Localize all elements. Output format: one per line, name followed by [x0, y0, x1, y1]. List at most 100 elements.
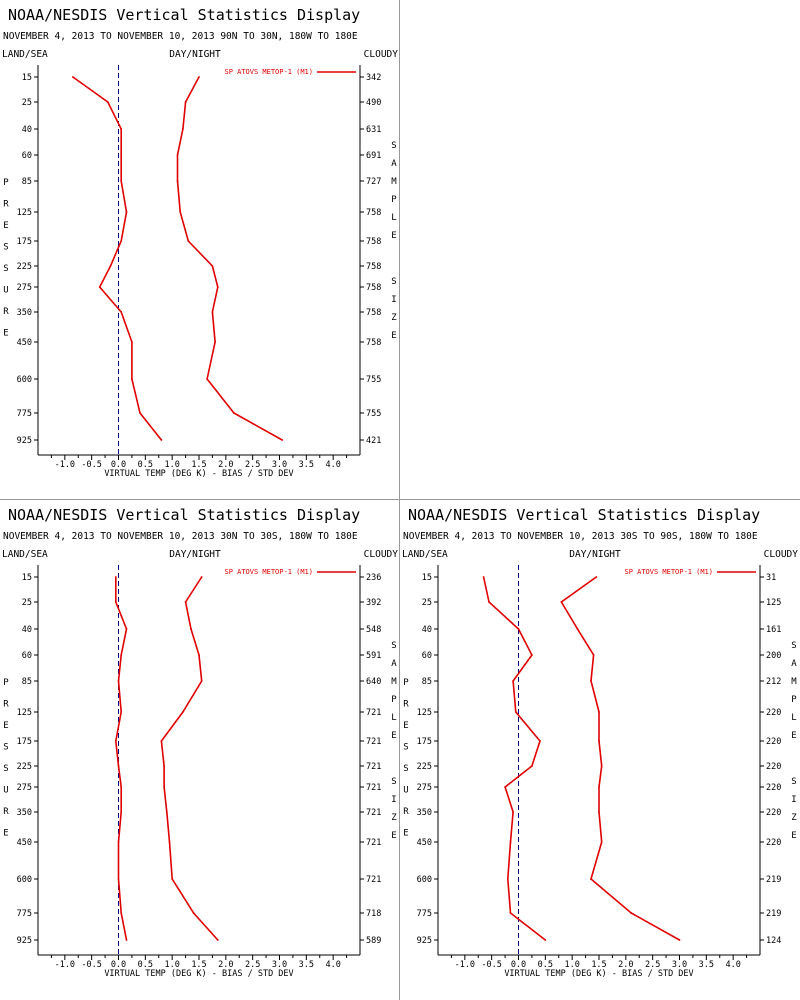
right-axis-label-letter: S [391, 777, 396, 787]
sample-size-label: 392 [366, 598, 381, 608]
bias-point [512, 811, 515, 813]
bias-point [488, 601, 490, 603]
std_dev-point [176, 154, 179, 156]
bias-point [131, 341, 133, 343]
bias-point [114, 740, 117, 742]
y-tick-label: 125 [17, 708, 32, 718]
x-tick-label: 4.0 [725, 960, 740, 970]
chart-subtitle: NOVEMBER 4, 2013 TO NOVEMBER 10, 2013 30… [3, 531, 358, 542]
sample-size-label: 200 [766, 651, 781, 661]
header-cloudy: CLOUDY [764, 549, 799, 560]
sample-size-label: 721 [366, 783, 381, 793]
std_dev-point [595, 576, 598, 578]
legend-label: SP ATOVS METOP-1 (M1) [224, 68, 313, 76]
chart-title: NOAA/NESDIS Vertical Statistics Display [408, 506, 760, 524]
sample-size-label: 220 [766, 808, 781, 818]
x-tick-label: -0.5 [81, 960, 101, 970]
std_dev-point [182, 128, 184, 130]
bias-point [120, 786, 123, 788]
x-tick-label: 1.0 [564, 960, 579, 970]
sample-size-label: 31 [766, 573, 776, 583]
bias-point [120, 154, 123, 156]
x-tick-label: 3.5 [299, 460, 314, 470]
right-axis-label-letter: E [391, 231, 396, 241]
y-tick-label: 275 [17, 283, 32, 293]
right-axis-label-letter: Z [391, 813, 397, 823]
right-axis-label-letter: E [391, 331, 396, 341]
header-day-night: DAY/NIGHT [569, 549, 621, 560]
bias-point [509, 841, 512, 843]
right-axis-label-letter: L [391, 213, 396, 223]
std_dev-point [190, 628, 192, 630]
y-tick-label: 450 [17, 838, 32, 848]
sample-size-label: 220 [766, 838, 781, 848]
std_dev-point [211, 265, 214, 267]
x-axis-label: VIRTUAL TEMP (DEG K) - BIAS / STD DEV [104, 469, 293, 479]
y-axis-label-letter: P [3, 178, 9, 188]
sample-size-label: 421 [366, 436, 381, 446]
axes [437, 565, 761, 956]
x-tick-label: 3.0 [272, 460, 287, 470]
std_dev-point [281, 439, 284, 441]
y-tick-label: 125 [417, 708, 432, 718]
y-axis-label-letter: R [403, 807, 409, 817]
x-tick-label: 3.5 [699, 960, 714, 970]
header-cloudy: CLOUDY [364, 49, 399, 60]
std_dev-point [678, 939, 681, 941]
std_dev-point [168, 841, 171, 843]
y-tick-label: 40 [22, 125, 32, 135]
y-tick-label: 600 [17, 875, 32, 885]
sample-size-label: 631 [366, 125, 381, 135]
y-tick-label: 175 [17, 237, 32, 247]
y-tick-label: 350 [17, 808, 32, 818]
y-tick-label: 85 [422, 677, 432, 687]
sample-size-label: 721 [366, 808, 381, 818]
bias-point [160, 439, 163, 441]
sample-size-label: 758 [366, 237, 381, 247]
chart-panel-tropics: NOAA/NESDIS Vertical Statistics Display N… [0, 500, 400, 1000]
bias-point [482, 576, 485, 578]
bias-point [506, 878, 509, 880]
std_dev-point [598, 811, 600, 813]
right-axis-label-letter: E [391, 831, 396, 841]
sample-size-label: 721 [366, 737, 381, 747]
bias-point [117, 878, 120, 880]
right-axis-label-letter: L [791, 713, 796, 723]
std_dev-point [192, 912, 195, 914]
right-axis-label-letter: A [791, 659, 797, 669]
y-tick-label: 125 [17, 208, 32, 218]
y-tick-label: 600 [17, 375, 32, 385]
x-tick-label: -1.0 [55, 960, 75, 970]
y-tick-label: 40 [422, 625, 432, 635]
bias-point [504, 786, 506, 788]
y-axis-label-letter: U [3, 286, 8, 296]
right-axis-label-letter: S [391, 141, 396, 151]
right-axis-label-letter: S [391, 641, 396, 651]
chart-panel-north: NOAA/NESDIS Vertical Statistics Display N… [0, 0, 400, 500]
bias-point [120, 811, 123, 813]
y-axis-label-letter: S [3, 743, 8, 753]
x-tick-label: 4.0 [325, 460, 340, 470]
std_dev-line [560, 576, 680, 941]
bias-point [509, 912, 512, 914]
std_dev-point [171, 878, 174, 880]
y-axis-label-letter: E [403, 829, 408, 839]
y-axis-label-letter: R [3, 200, 9, 210]
y-tick-label: 775 [17, 409, 32, 419]
x-tick-label: 0.0 [111, 960, 126, 970]
x-tick-label: 1.5 [591, 960, 606, 970]
std_dev-point [163, 786, 166, 788]
sample-size-label: 220 [766, 783, 781, 793]
y-axis-label-letter: E [403, 721, 408, 731]
std_dev-point [216, 286, 219, 288]
sample-size-label: 640 [366, 677, 381, 687]
y-tick-label: 275 [417, 783, 432, 793]
x-tick-label: 0.5 [138, 460, 153, 470]
x-tick-label: 2.0 [218, 460, 233, 470]
bias-point [139, 412, 141, 414]
header-day-night: DAY/NIGHT [169, 549, 221, 560]
sample-size-label: 589 [366, 936, 381, 946]
sample-size-label: 755 [366, 375, 381, 385]
right-axis-label-letter: I [791, 795, 796, 805]
right-axis-label-letter: E [391, 731, 396, 741]
